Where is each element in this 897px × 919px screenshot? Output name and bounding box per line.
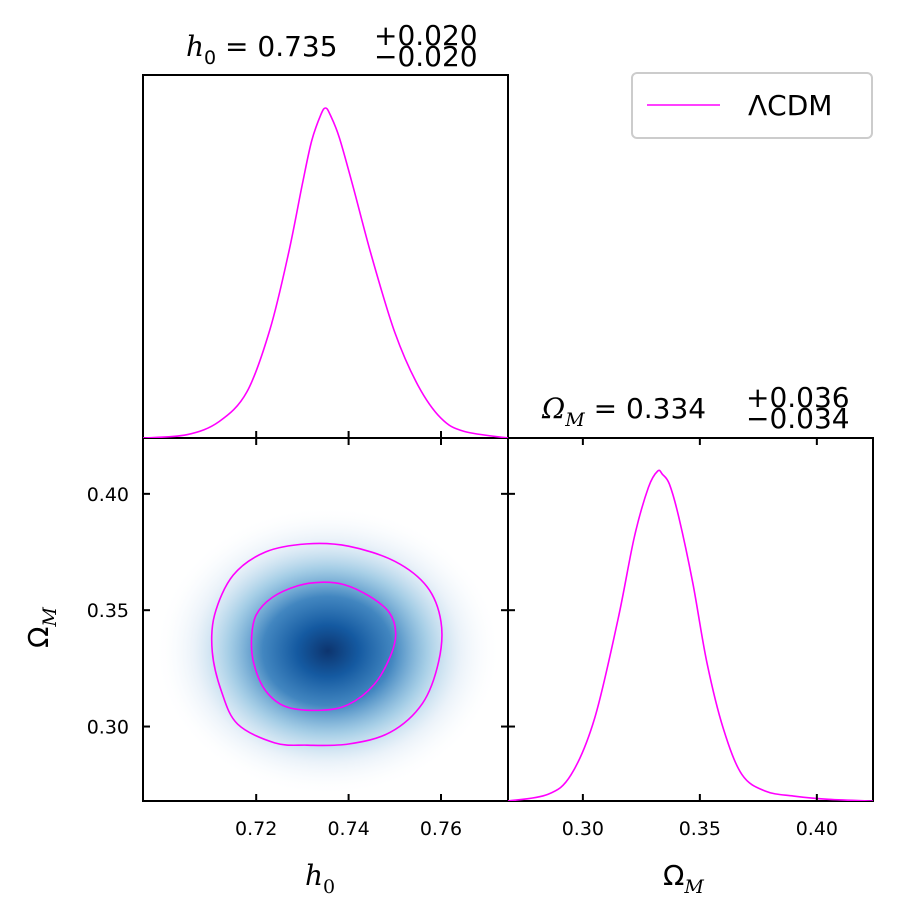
tick-label-omega-y: 0.30: [87, 717, 129, 739]
tick-label-omega-y: 0.40: [87, 484, 129, 506]
ylabel-omega-symbol: Ω: [22, 627, 55, 648]
ylabel-omega-sub: M: [39, 607, 61, 628]
tick-label-omega-y: 0.35: [87, 600, 129, 622]
xlabel-h0-symbol: h: [305, 859, 323, 892]
title-omega-symbol: Ω: [541, 392, 565, 425]
xlabel-h0: h0: [305, 859, 335, 898]
xlabel-omega-symbol: Ω: [663, 859, 684, 892]
legend: ΛCDM: [631, 72, 873, 139]
tick-label-h0: 0.74: [327, 818, 369, 840]
title-h0-symbol: h: [186, 30, 204, 63]
title-h0-value: 0.735: [257, 30, 337, 63]
title-omega: ΩM = 0.334: [541, 392, 706, 431]
contour-95: [210, 542, 443, 747]
xlabel-omega: ΩM: [663, 859, 704, 898]
contour-68: [250, 581, 397, 712]
xlabel-omega-sub: M: [683, 876, 704, 898]
tick-label-omega-x: 0.40: [796, 818, 838, 840]
title-h0: h0 = 0.735: [186, 30, 338, 69]
joint-density: [156, 507, 499, 795]
tick-label-omega-x: 0.35: [679, 818, 721, 840]
title-omega-minus: −0.034: [746, 402, 850, 435]
title-h0-subscript: 0: [204, 47, 216, 69]
legend-label: ΛCDM: [748, 89, 832, 122]
title-omega-subscript: M: [564, 409, 585, 431]
title-omega-plus: +0.036: [746, 381, 850, 414]
tick-label-omega-x: 0.30: [562, 818, 604, 840]
tick-label-h0: 0.76: [420, 818, 462, 840]
panel-marginal-h0: [142, 74, 509, 439]
tick-label-h0: 0.72: [235, 818, 277, 840]
title-h0-minus: −0.020: [374, 40, 478, 73]
marginal-omega-curve: [508, 469, 873, 801]
title-omega-value: 0.334: [626, 392, 706, 425]
ylabel-omega: ΩM: [22, 607, 61, 648]
marginal-h0-curve: [143, 107, 508, 438]
title-h0-plus: +0.020: [374, 19, 478, 52]
ticks: 0.72 0.74 0.76 0.30 0.35 0.40 0.30 0.35 0.40: [87, 431, 838, 840]
legend-frame: [631, 72, 873, 139]
xlabel-h0-sub: 0: [323, 876, 335, 898]
panel-marginal-omega: [507, 437, 874, 802]
